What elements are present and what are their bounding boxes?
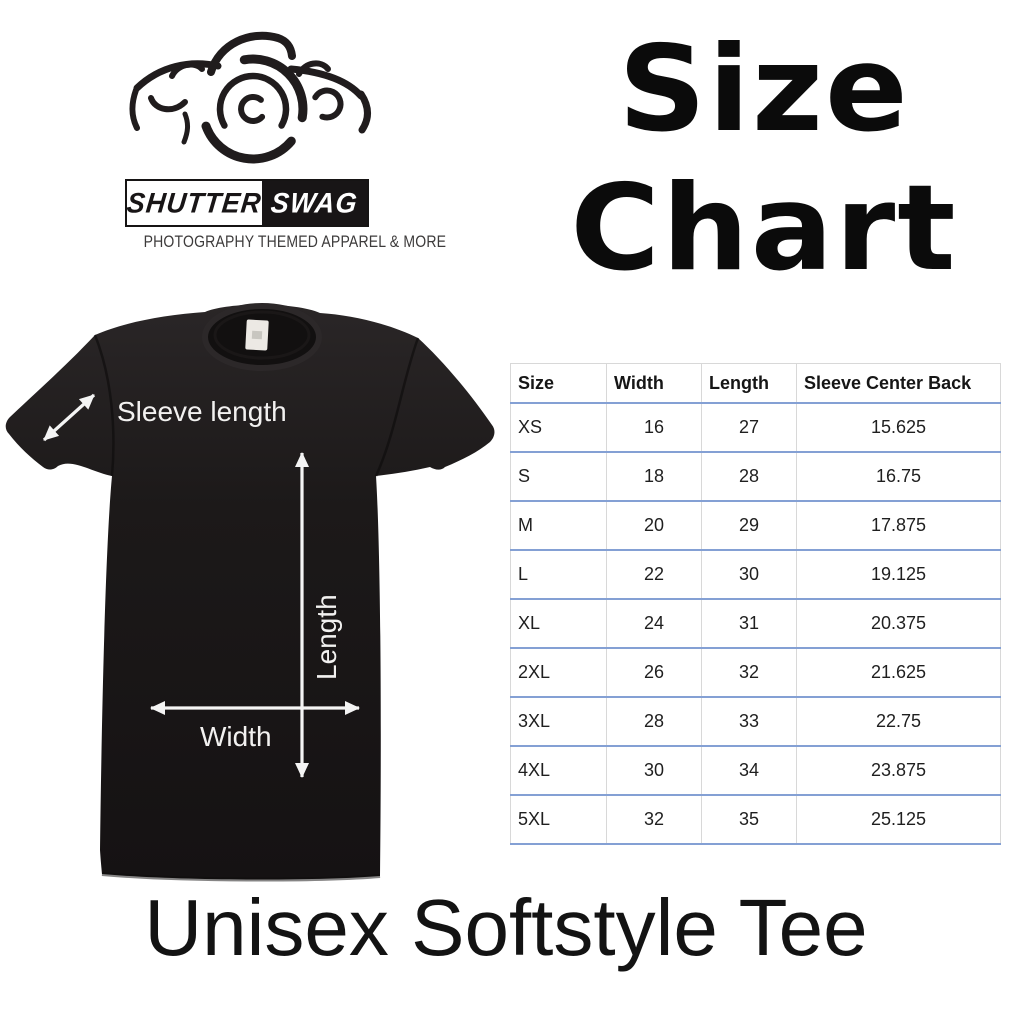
camera-lens-outer-arc-top <box>239 54 308 123</box>
table-row: 2XL 26 32 21.625 <box>510 648 1001 698</box>
cell-width: 26 <box>606 648 702 698</box>
cell-length: 35 <box>701 795 797 845</box>
collar-inner-line <box>213 310 311 360</box>
sleeve-length-arrow <box>42 393 96 442</box>
column-header-length: Length <box>701 363 797 404</box>
table-row: 4XL 30 34 23.875 <box>510 746 1001 796</box>
cell-size: S <box>510 452 607 502</box>
cell-sleeve-center-back: 15.625 <box>796 403 1001 453</box>
cell-size: M <box>510 501 607 551</box>
column-header-sleeve-center-back: Sleeve Center Back <box>796 363 1001 404</box>
brand-name-shutter: SHUTTER <box>125 186 264 219</box>
cell-width: 16 <box>606 403 702 453</box>
product-caption: Unisex Softstyle Tee <box>144 883 868 972</box>
sleeve-length-label: Sleeve length <box>117 396 287 427</box>
cell-length: 33 <box>701 697 797 747</box>
camera-right-edge-line <box>357 90 371 134</box>
brand-name-right: SWAG <box>261 181 367 225</box>
cell-size: 2XL <box>510 648 607 698</box>
camera-left-edge-line <box>129 87 140 131</box>
column-header-width: Width <box>606 363 702 404</box>
cell-length: 34 <box>701 746 797 796</box>
cell-sleeve-center-back: 17.875 <box>796 501 1001 551</box>
length-label: Length <box>311 594 342 680</box>
camera-logo-icon <box>129 31 371 164</box>
table-row: XS 16 27 15.625 <box>510 403 1001 453</box>
cell-length: 31 <box>701 599 797 649</box>
cell-size: XS <box>510 403 607 453</box>
cell-sleeve-center-back: 22.75 <box>796 697 1001 747</box>
camera-prism-line <box>207 31 296 76</box>
cell-length: 28 <box>701 452 797 502</box>
camera-grip-stroke <box>181 111 190 145</box>
collar-band <box>202 303 322 371</box>
camera-lens-middle-ring <box>216 72 290 129</box>
brand-name-badge: SHUTTER SWAG <box>125 179 369 227</box>
cell-size: XL <box>510 599 607 649</box>
cell-width: 30 <box>606 746 702 796</box>
cell-sleeve-center-back: 16.75 <box>796 452 1001 502</box>
table-header-row: Size Width Length Sleeve Center Back <box>510 363 1001 404</box>
cell-sleeve-center-back: 25.125 <box>796 795 1001 845</box>
tshirt-measurement-diagram: Sleeve length Length Width <box>5 303 495 882</box>
cell-length: 29 <box>701 501 797 551</box>
camera-left-dial-line <box>169 61 205 79</box>
cell-length: 32 <box>701 648 797 698</box>
table-row: XL 24 31 20.375 <box>510 599 1001 649</box>
size-table-grid: Size Width Length Sleeve Center Back XS … <box>510 363 1001 845</box>
cell-size: 3XL <box>510 697 607 747</box>
neck-tag <box>245 319 269 351</box>
cell-sleeve-center-back: 19.125 <box>796 550 1001 600</box>
cell-size: L <box>510 550 607 600</box>
cell-sleeve-center-back: 21.625 <box>796 648 1001 698</box>
title-line-1: Size <box>618 20 910 158</box>
camera-right-dial-line <box>296 60 331 77</box>
page-title: Size Chart <box>518 20 1010 298</box>
table-row: 5XL 32 35 25.125 <box>510 795 1001 845</box>
column-header-size: Size <box>510 363 607 404</box>
cell-length: 27 <box>701 403 797 453</box>
cell-sleeve-center-back: 23.875 <box>796 746 1001 796</box>
table-row: M 20 29 17.875 <box>510 501 1001 551</box>
cell-width: 24 <box>606 599 702 649</box>
cell-width: 20 <box>606 501 702 551</box>
camera-grip-curve <box>148 95 188 113</box>
cell-size: 4XL <box>510 746 607 796</box>
brand-name-swag: SWAG <box>269 186 360 219</box>
cell-width: 22 <box>606 550 702 600</box>
camera-viewfinder-icon <box>312 87 344 121</box>
cell-width: 32 <box>606 795 702 845</box>
brand-name-left: SHUTTER <box>125 181 264 225</box>
camera-body-left-line <box>133 60 222 92</box>
hem-seam <box>101 872 381 882</box>
camera-lens-outer-arc-bottom <box>201 121 296 164</box>
cell-size: 5XL <box>510 795 607 845</box>
camera-lens-center <box>238 94 266 124</box>
brand-tagline: PHOTOGRAPHY THEMED APPAREL & MORE <box>143 233 447 251</box>
tshirt-silhouette <box>5 304 495 880</box>
left-shoulder-seam <box>93 334 115 477</box>
width-label: Width <box>200 721 272 752</box>
cell-length: 30 <box>701 550 797 600</box>
cell-width: 28 <box>606 697 702 747</box>
cell-width: 18 <box>606 452 702 502</box>
title-line-2: Chart <box>570 159 958 297</box>
table-row: L 22 30 19.125 <box>510 550 1001 600</box>
table-row: 3XL 28 33 22.75 <box>510 697 1001 747</box>
measurement-arrows <box>42 393 360 778</box>
size-table: Size Width Length Sleeve Center Back XS … <box>510 363 1001 845</box>
table-row: S 18 28 16.75 <box>510 452 1001 502</box>
cell-sleeve-center-back: 20.375 <box>796 599 1001 649</box>
right-shoulder-seam <box>374 337 420 477</box>
